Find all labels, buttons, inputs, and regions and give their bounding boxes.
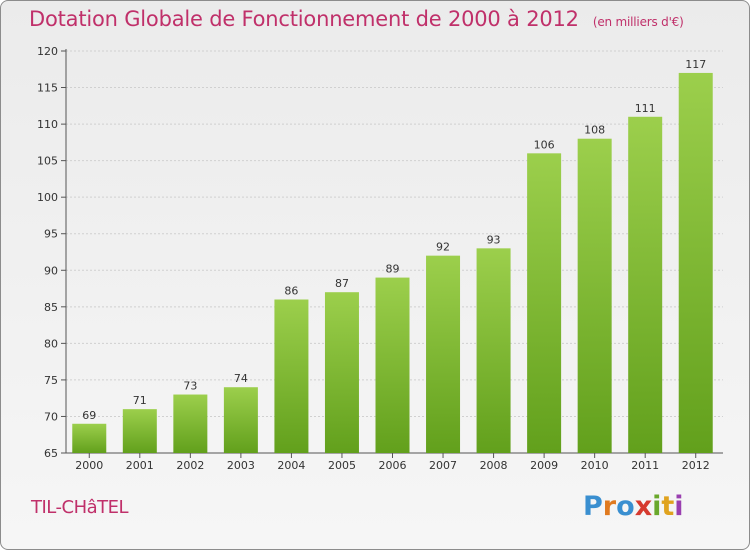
y-tick-label: 105 — [37, 155, 58, 168]
chart-unit: (en milliers d'€) — [592, 15, 684, 29]
data-label: 71 — [133, 394, 147, 407]
data-label: 117 — [685, 58, 706, 71]
data-label: 92 — [436, 241, 450, 254]
bar-2005 — [324, 292, 359, 453]
bar-2011 — [628, 116, 663, 454]
logo-letter: i — [674, 491, 684, 522]
data-label: 89 — [386, 263, 400, 276]
x-tick-label: 2001 — [126, 459, 154, 472]
logo-letter: x — [634, 491, 653, 522]
x-tick-label: 2003 — [227, 459, 255, 472]
x-tick-label: 2005 — [328, 459, 356, 472]
x-tick-label: 2010 — [581, 459, 609, 472]
x-tick-label: 2007 — [429, 459, 457, 472]
y-tick-label: 80 — [44, 337, 58, 350]
y-tick-label: 65 — [44, 447, 58, 460]
x-tick-label: 2002 — [176, 459, 204, 472]
logo-letter: t — [661, 491, 675, 522]
y-tick-label: 70 — [44, 410, 58, 423]
data-label: 111 — [635, 102, 656, 115]
y-tick-label: 100 — [37, 191, 58, 204]
x-tick-label: 2011 — [631, 459, 659, 472]
data-label: 106 — [534, 138, 555, 151]
commune-name: TIL-CHâTEL — [31, 497, 129, 518]
logo-letter: o — [616, 491, 635, 522]
x-tick-label: 2000 — [75, 459, 103, 472]
bar-2002 — [173, 394, 208, 453]
logo-letter: r — [602, 491, 617, 522]
chart-title: Dotation Globale de Fonctionnement de 20… — [29, 7, 684, 31]
y-tick-label: 110 — [37, 118, 58, 131]
y-tick-label: 120 — [37, 45, 58, 58]
y-tick-label: 75 — [44, 374, 58, 387]
bar-2010 — [577, 138, 612, 453]
x-tick-label: 2009 — [530, 459, 558, 472]
chart-title-text: Dotation Globale de Fonctionnement de 20… — [29, 7, 579, 31]
data-label: 86 — [284, 285, 298, 298]
y-tick-label: 115 — [37, 82, 58, 95]
bar-2007 — [426, 255, 461, 453]
data-label: 74 — [234, 372, 248, 385]
y-tick-label: 95 — [44, 228, 58, 241]
bar-2006 — [375, 277, 410, 453]
bar-2003 — [223, 387, 258, 453]
bar-2009 — [527, 153, 562, 453]
data-label: 73 — [183, 380, 197, 393]
bar-2004 — [274, 299, 309, 453]
x-tick-label: 2008 — [480, 459, 508, 472]
x-tick-label: 2006 — [379, 459, 407, 472]
bar-2012 — [678, 72, 713, 453]
bar-2008 — [476, 248, 511, 453]
proxiti-logo: Proxiti — [583, 491, 684, 522]
logo-letter: P — [583, 491, 603, 522]
bars — [72, 72, 713, 454]
bar-2001 — [122, 409, 157, 453]
y-tick-label: 85 — [44, 301, 58, 314]
data-label: 87 — [335, 277, 349, 290]
bar-2000 — [72, 423, 107, 453]
logo-letter: i — [652, 491, 662, 522]
labels: 65 70 75 80 85 90 95 100 105 110 115 120 69 2000 71 200… — [37, 45, 710, 472]
y-tick-label: 90 — [44, 264, 58, 277]
x-tick-label: 2012 — [682, 459, 710, 472]
x-tick-label: 2004 — [277, 459, 305, 472]
data-label: 93 — [487, 233, 501, 246]
data-label: 69 — [82, 409, 96, 422]
data-label: 108 — [584, 124, 605, 137]
